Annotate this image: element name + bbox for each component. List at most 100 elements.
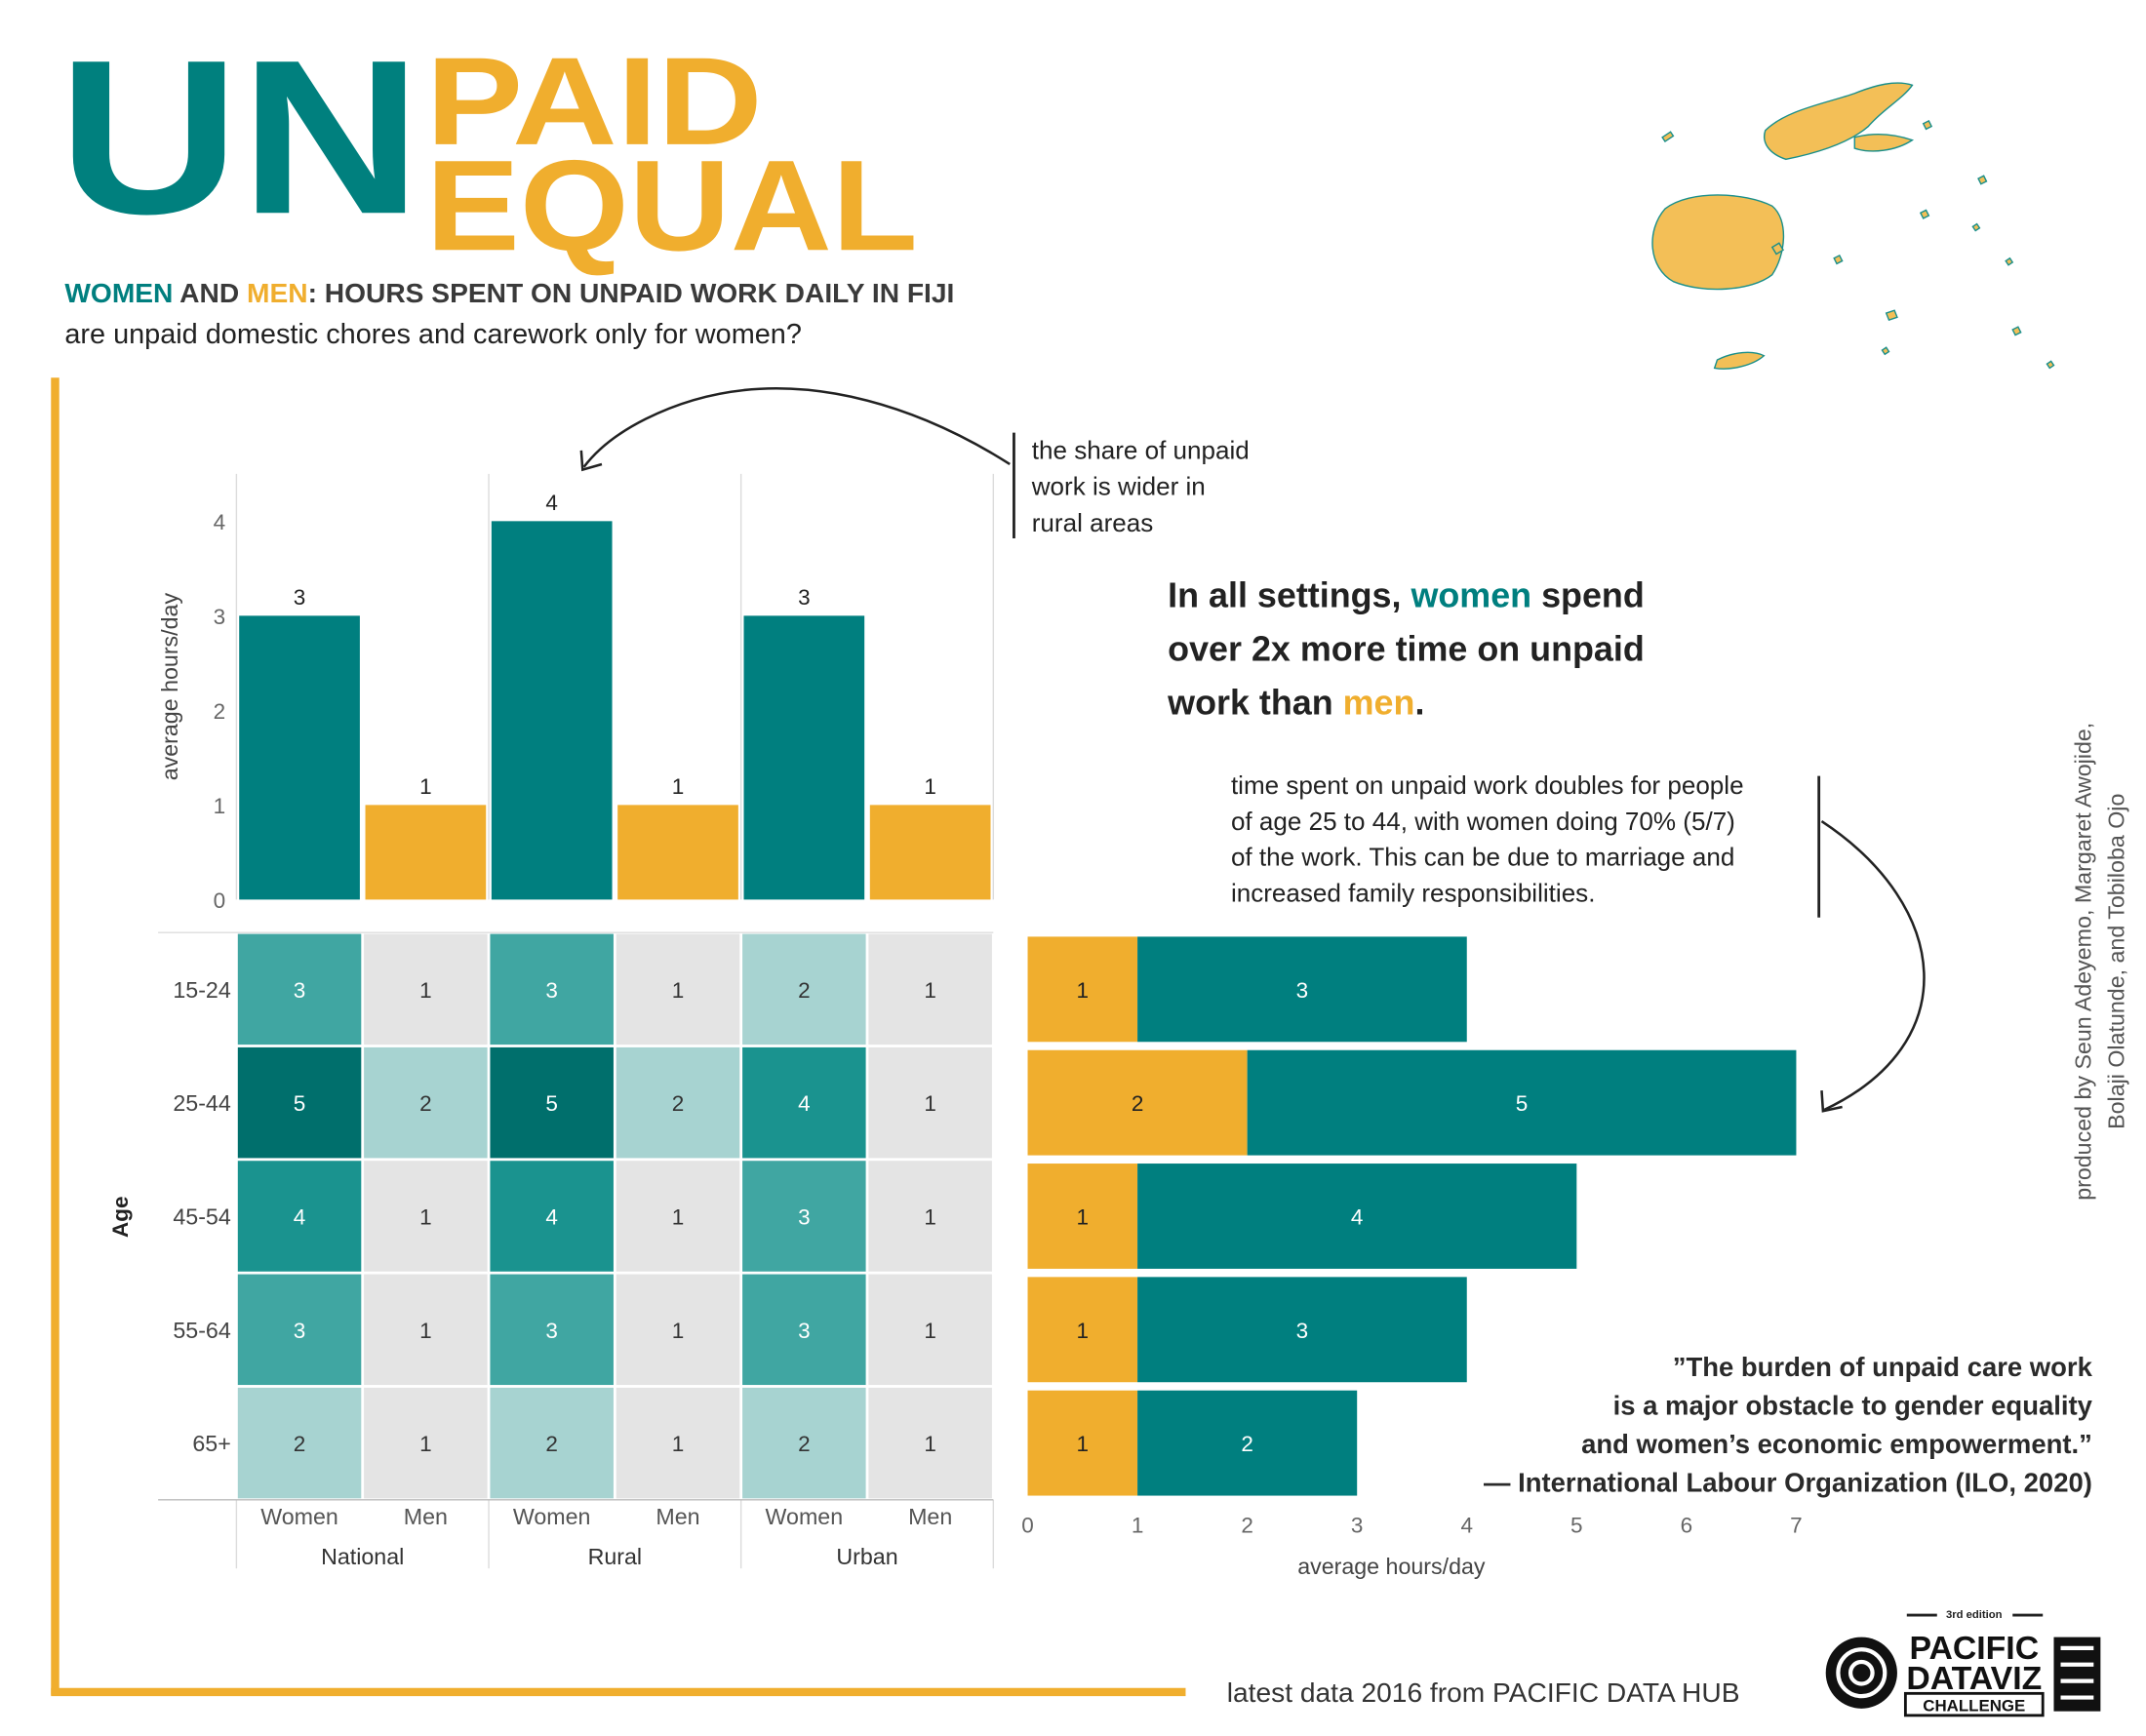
bar-value-label: 5 [1516, 1091, 1529, 1116]
text-segment: : HOURS SPENT ON UNPAID WORK DAILY IN FI… [308, 278, 955, 308]
text-segment: MEN [247, 278, 308, 308]
cell-value-label: 1 [419, 1432, 432, 1456]
logo-edition: 3rd edition [1946, 1609, 2003, 1621]
headline: over 2x more time on unpaid [1168, 629, 1645, 668]
quote: is a major obstacle to gender equality [1613, 1390, 2093, 1420]
headline: In all settings, women spend [1168, 575, 1645, 614]
x-axis-label: average hours/day [1297, 1554, 1486, 1579]
text-segment: spend [1531, 575, 1645, 614]
bar-value-label: 1 [1077, 978, 1090, 1003]
bar-segment [1137, 936, 1467, 1043]
x-group-label: National [321, 1544, 404, 1569]
y-tick-label: 3 [214, 605, 226, 629]
bar-value-label: 4 [1351, 1204, 1364, 1229]
logo [1825, 1613, 2101, 1717]
cell-value-label: 2 [294, 1432, 306, 1456]
x-tick-label: 3 [1351, 1514, 1364, 1538]
cell-value-label: 4 [798, 1091, 811, 1116]
bar-segment [1027, 1164, 1138, 1269]
title-un: UN [58, 14, 421, 259]
cell-value-label: 4 [545, 1204, 558, 1229]
cell-value-label: 3 [294, 1319, 306, 1343]
x-group-label: Rural [588, 1544, 643, 1569]
heatmap-cell [616, 1046, 740, 1159]
title-equal: EQUAL [426, 134, 918, 278]
arrow [1820, 820, 1926, 1111]
x-tick-label: Women [766, 1504, 844, 1529]
bar [365, 805, 487, 900]
heatmap-cell [237, 1387, 362, 1499]
cell-value-label: 1 [672, 1432, 685, 1456]
annotation: of age 25 to 44, with women doing 70% (5… [1231, 807, 1735, 836]
text-segment: In all settings, [1168, 575, 1411, 614]
y-tick-label: 45-54 [173, 1203, 230, 1229]
cell-value-label: 3 [545, 1319, 558, 1343]
bar-value-label: 3 [294, 585, 306, 610]
heatmap-cell [237, 1161, 362, 1272]
cell-value-label: 2 [672, 1091, 685, 1116]
map [1651, 82, 2055, 370]
cell-value-label: 3 [798, 1319, 811, 1343]
heatmap-cell [364, 1274, 488, 1386]
heatmap-cell [742, 1387, 866, 1499]
arrow [582, 387, 1011, 468]
credits: Bolaji Olatunde, and Tobiloba Ojo [2103, 794, 2128, 1129]
credits: produced by Seun Adeyemo, Margaret Awoji… [2070, 723, 2095, 1201]
cell-value-label: 1 [924, 978, 936, 1003]
bar-value-label: 3 [1296, 1319, 1309, 1343]
bar-value-label: 1 [1077, 1319, 1090, 1343]
source: latest data 2016 from PACIFIC DATA HUB [1227, 1677, 1740, 1708]
bar-segment [1137, 1164, 1577, 1269]
y-tick-label: 55-64 [173, 1318, 230, 1343]
y-tick-label: 15-24 [173, 977, 230, 1003]
title-paid: PAID [426, 32, 763, 172]
heatmap-cell [490, 1046, 614, 1159]
heatmap-cell [868, 1161, 992, 1272]
text-segment: over 2x more time on unpaid [1168, 629, 1645, 668]
annotation: of the work. This can be due to marriage… [1231, 843, 1734, 872]
bar-value-label: 3 [1296, 978, 1309, 1003]
annotation: rural areas [1032, 508, 1154, 537]
heatmap-cell [868, 1387, 992, 1499]
bar-value-label: 1 [672, 774, 685, 799]
x-tick-label: 4 [1460, 1514, 1473, 1538]
logo-text: DATAVIZ [1906, 1660, 2042, 1697]
text-segment: work than [1167, 683, 1342, 722]
cell-value-label: 5 [294, 1091, 306, 1116]
heatmap-cell [742, 1274, 866, 1386]
cell-value-label: 2 [798, 978, 811, 1003]
heatmap-cell [237, 1046, 362, 1159]
bar-segment [1027, 1277, 1138, 1383]
bar [491, 521, 613, 900]
cell-value-label: 3 [798, 1204, 811, 1229]
subtitle: WOMEN AND MEN: HOURS SPENT ON UNPAID WOR… [64, 278, 954, 308]
logo-text: PACIFIC [1909, 1630, 2039, 1667]
text-segment: WOMEN [64, 278, 173, 308]
cell-value-label: 1 [924, 1204, 936, 1229]
y-tick-label: 4 [214, 510, 226, 534]
heatmap-cell [616, 1161, 740, 1272]
heatmap-cell [868, 933, 992, 1046]
x-tick-label: Men [404, 1504, 448, 1529]
y-tick-label: 2 [214, 699, 226, 724]
x-tick-label: 5 [1570, 1514, 1583, 1538]
x-tick-label: Men [908, 1504, 952, 1529]
cell-value-label: 3 [294, 978, 306, 1003]
logo-text: CHALLENGE [1923, 1697, 2025, 1716]
cell-value-label: 2 [798, 1432, 811, 1456]
bar-segment [1247, 1049, 1797, 1156]
heatmap-cell [616, 933, 740, 1046]
y-tick-label: 65+ [192, 1431, 230, 1456]
bar-segment [1137, 1277, 1467, 1383]
heatmap-cell [742, 1161, 866, 1272]
x-tick-label: 7 [1790, 1514, 1803, 1538]
text-segment: women [1410, 575, 1531, 614]
annotation: increased family responsibilities. [1231, 879, 1596, 908]
cell-value-label: 2 [419, 1091, 432, 1116]
cell-value-label: 2 [545, 1432, 558, 1456]
bar [743, 615, 865, 900]
y-axis-label: average hours/day [157, 593, 182, 781]
text-segment: . [1414, 683, 1424, 722]
annotation: work is wider in [1031, 472, 1206, 501]
